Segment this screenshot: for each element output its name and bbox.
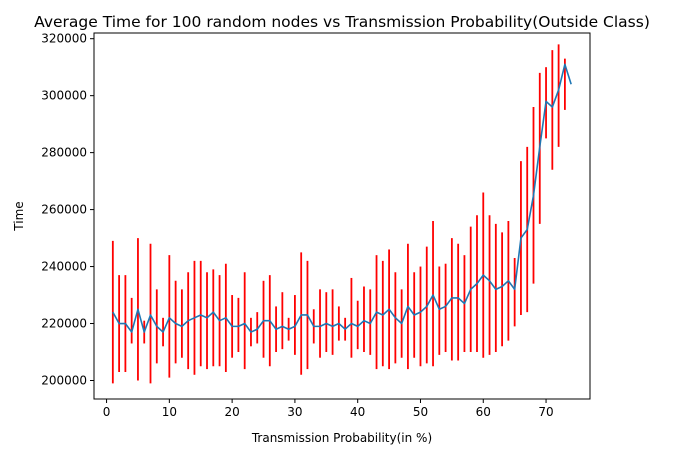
x-axis-ticks: 0 10 20 30 40 50 60 70 xyxy=(103,399,554,419)
x-tick-label: 60 xyxy=(476,405,491,419)
line-group xyxy=(112,63,572,333)
errorbar-group xyxy=(111,44,566,384)
y-axis-label: Time xyxy=(12,201,26,231)
y-tick-label: 240000 xyxy=(41,260,87,274)
x-tick-label: 0 xyxy=(103,405,111,419)
y-tick-label: 280000 xyxy=(41,146,87,160)
x-tick-label: 40 xyxy=(350,405,365,419)
x-tick-label: 70 xyxy=(538,405,553,419)
x-tick-label: 30 xyxy=(287,405,302,419)
x-tick-label: 50 xyxy=(413,405,428,419)
x-tick-label: 20 xyxy=(224,405,239,419)
y-tick-label: 300000 xyxy=(41,89,87,103)
y-tick-label: 320000 xyxy=(41,32,87,46)
x-axis-label: Transmission Probability(in %) xyxy=(251,431,432,445)
y-tick-label: 260000 xyxy=(41,203,87,217)
y-tick-label: 220000 xyxy=(41,317,87,331)
chart-title: Average Time for 100 random nodes vs Tra… xyxy=(34,13,650,31)
plot-frame xyxy=(93,32,591,400)
x-tick-label: 10 xyxy=(162,405,177,419)
y-axis-ticks: 200000 220000 240000 260000 280000 300000 3200… xyxy=(41,32,94,387)
y-tick-label: 200000 xyxy=(41,373,87,387)
series-line xyxy=(112,63,572,333)
